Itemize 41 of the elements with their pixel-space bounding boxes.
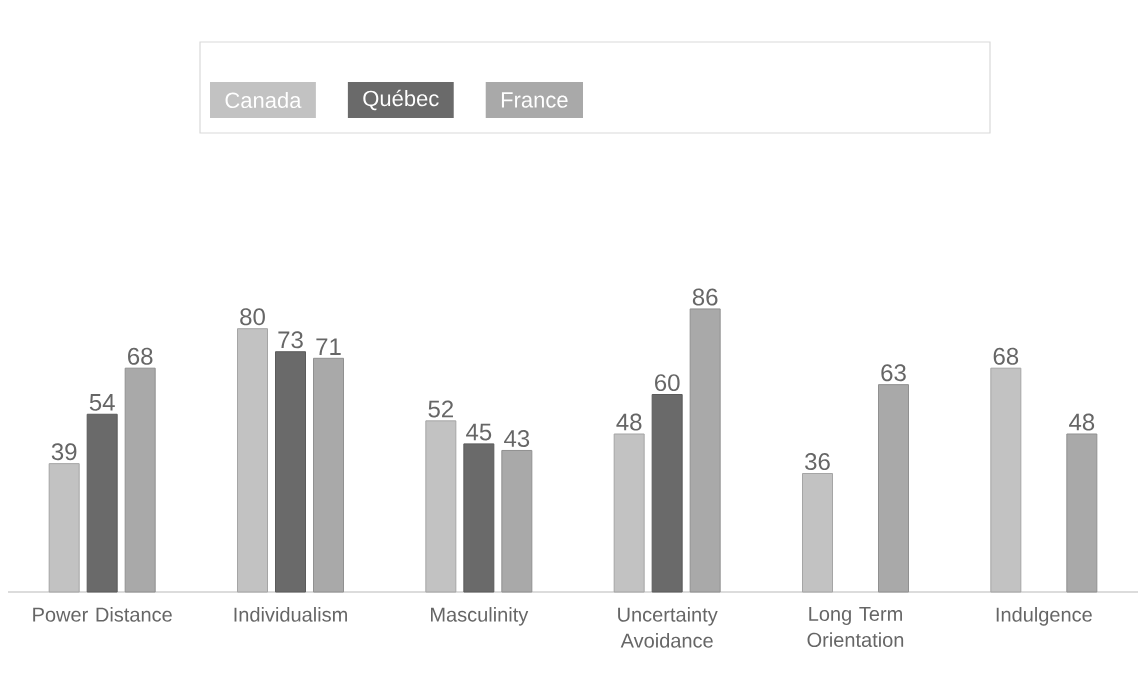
text: Canada	[225, 91, 302, 109]
data-label: 60	[655, 374, 680, 392]
data-label: 73	[278, 331, 303, 349]
bar	[878, 384, 909, 593]
x-tick-label: Masculinity	[431, 607, 529, 626]
x-tick-label: Indulgence	[996, 607, 1092, 626]
x-tick-label: Power Distance	[33, 607, 172, 622]
data-label: 63	[881, 364, 906, 382]
bar	[651, 394, 683, 593]
data-label: 36	[805, 453, 830, 471]
bar	[463, 443, 495, 593]
data-label: 71	[316, 338, 341, 355]
text: France	[501, 92, 568, 108]
x-tick-label: Uncertainty Avoidance	[618, 607, 718, 648]
x-tick-label: Individualism	[234, 607, 347, 622]
text: Québec	[363, 89, 439, 111]
bar	[48, 463, 80, 593]
bar	[313, 357, 345, 593]
bar	[124, 367, 156, 593]
x-tick-label: Long Term Orientation	[807, 607, 904, 647]
bar	[802, 473, 833, 593]
bar	[237, 328, 268, 593]
bar	[501, 449, 533, 593]
data-label: 48	[1069, 413, 1095, 431]
data-label: 39	[51, 443, 77, 461]
data-label: 86	[692, 288, 718, 306]
data-label: 48	[616, 413, 642, 431]
data-label: 43	[504, 430, 530, 448]
bar	[689, 308, 721, 593]
bar	[613, 433, 645, 593]
data-label: 54	[89, 394, 115, 411]
data-label: 45	[466, 423, 492, 441]
data-label: 52	[428, 400, 453, 418]
bar	[1066, 433, 1098, 593]
bar	[990, 367, 1022, 593]
data-label: 68	[128, 347, 153, 365]
bar	[86, 413, 118, 593]
bar	[425, 420, 457, 593]
data-label: 80	[240, 308, 265, 326]
data-label: 68	[993, 347, 1019, 365]
bar	[275, 351, 307, 593]
